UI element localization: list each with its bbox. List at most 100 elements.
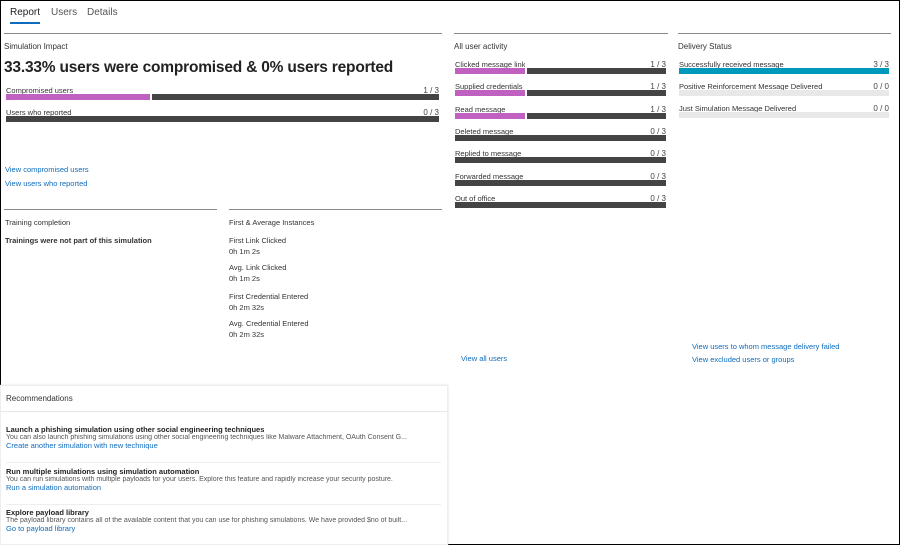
progress-bar — [6, 116, 439, 122]
progress-label: Positive Reinforcement Message Delivered — [679, 82, 823, 91]
progress-count: 0 / 0 — [870, 104, 889, 113]
divider — [4, 209, 217, 210]
progress-label: Clicked message link — [455, 60, 526, 69]
instance-label: First Credential Entered — [229, 292, 309, 301]
bar-filled-segment — [455, 112, 526, 119]
bar-filled-segment — [6, 94, 151, 100]
recommendations-title: Recommendations — [6, 394, 73, 403]
progress-label: Successfully received message — [679, 60, 784, 69]
progress-row: Positive Reinforcement Message Delivered… — [679, 82, 889, 100]
progress-bar — [679, 90, 889, 96]
bar-filled-segment — [679, 68, 889, 74]
progress-label: Read message — [455, 104, 506, 114]
instance-label: Avg. Credential Entered — [229, 319, 309, 328]
view-excluded-users-link[interactable]: View excluded users or groups — [692, 355, 795, 364]
instance-label: Avg. Link Clicked — [229, 263, 287, 272]
instance-value: 0h 2m 32s — [229, 330, 265, 339]
bar-remaining-segment — [455, 179, 666, 186]
progress-bar — [455, 201, 666, 208]
recommendation-description: The payload library contains all of the … — [6, 517, 408, 524]
recommendation-title: Launch a phishing simulation using other… — [6, 425, 265, 434]
instance-value: 0h 1m 2s — [229, 274, 260, 283]
progress-bar — [455, 90, 666, 97]
recommendation-link[interactable]: Run a simulation automation — [6, 482, 102, 492]
progress-count: 0 / 3 — [647, 149, 666, 159]
progress-count: 0 / 0 — [870, 82, 889, 91]
divider — [454, 33, 668, 34]
tab-details[interactable]: Details — [87, 7, 118, 18]
progress-bar — [455, 179, 666, 186]
progress-label: Supplied credentials — [455, 82, 523, 92]
progress-bar — [455, 134, 666, 141]
progress-count: 1 / 3 — [647, 82, 666, 92]
progress-count: 0 / 3 — [647, 126, 666, 136]
progress-count: 0 / 3 — [647, 193, 666, 203]
progress-label: Deleted message — [455, 126, 514, 136]
divider — [229, 209, 442, 210]
progress-count: 1 / 3 — [647, 104, 666, 114]
progress-label: Users who reported — [6, 108, 72, 117]
progress-row: Just Simulation Message Delivered 0 / 0 — [679, 104, 889, 122]
progress-row: Forwarded message 0 / 3 — [455, 171, 666, 190]
recommendation-item: Explore payload library The payload libra… — [6, 508, 441, 533]
progress-count: 1 / 3 — [420, 86, 439, 95]
bar-filled-segment — [455, 68, 526, 74]
recommendation-item: Launch a phishing simulation using other… — [6, 425, 441, 450]
progress-label: Out of office — [455, 193, 496, 203]
progress-row: Users who reported 0 / 3 — [6, 108, 439, 126]
divider — [678, 33, 891, 34]
divider — [1, 411, 447, 412]
tab-report[interactable]: Report — [10, 7, 41, 24]
progress-bar — [679, 68, 889, 74]
recommendation-item: Run multiple simulations using simulatio… — [6, 467, 441, 492]
bar-remaining-segment — [152, 94, 439, 100]
progress-row: Out of office 0 / 3 — [455, 193, 666, 212]
recommendation-title: Run multiple simulations using simulatio… — [6, 466, 200, 476]
progress-row: Read message 1 / 3 — [455, 104, 666, 123]
view-compromised-users-link[interactable]: View compromised users — [5, 165, 89, 174]
progress-count: 1 / 3 — [647, 60, 666, 69]
view-users-who-reported-link[interactable]: View users who reported — [5, 179, 88, 188]
progress-bar — [679, 112, 889, 118]
bar-remaining-segment — [527, 68, 666, 74]
bar-remaining-segment — [527, 90, 666, 97]
bar-remaining-segment — [6, 116, 439, 122]
progress-row: Deleted message 0 / 3 — [455, 126, 666, 145]
progress-label: Compromised users — [6, 86, 74, 95]
delivery-status-title: Delivery Status — [678, 42, 732, 51]
training-completion-title: Training completion — [5, 218, 71, 227]
recommendation-title: Explore payload library — [6, 508, 89, 517]
divider — [6, 462, 441, 463]
progress-bar — [455, 68, 666, 74]
instances-title: First & Average Instances — [229, 218, 315, 227]
progress-row: Replied to message 0 / 3 — [455, 149, 666, 167]
progress-row: Successfully received message 3 / 3 — [679, 60, 889, 78]
instance-label: First Link Clicked — [229, 236, 287, 245]
training-status-text: Trainings were not part of this simulati… — [5, 236, 152, 245]
bar-empty-segment — [679, 112, 889, 118]
progress-count: 3 / 3 — [870, 60, 889, 69]
tab-users[interactable]: Users — [51, 7, 78, 18]
recommendation-description: You can also launch phishing simulations… — [6, 434, 407, 441]
impact-headline: 33.33% users were compromised & 0% users… — [4, 59, 394, 76]
user-activity-title: All user activity — [454, 42, 508, 51]
recommendation-link[interactable]: Create another simulation with new techn… — [6, 441, 158, 450]
view-delivery-failed-link[interactable]: View users to whom message delivery fail… — [692, 342, 840, 351]
simulation-impact-title: Simulation Impact — [4, 42, 68, 51]
view-all-users-link[interactable]: View all users — [461, 354, 508, 363]
progress-label: Just Simulation Message Delivered — [679, 104, 797, 113]
instance-value: 0h 2m 32s — [229, 303, 265, 312]
bar-remaining-segment — [527, 112, 666, 119]
recommendation-description: You can run simulations with multiple pa… — [6, 475, 393, 483]
divider — [6, 503, 441, 505]
progress-bar — [6, 94, 439, 100]
progress-count: 0 / 3 — [420, 108, 439, 117]
recommendation-link[interactable]: Go to payload library — [6, 524, 76, 533]
recommendations-panel: Recommendations Launch a phishing simula… — [0, 385, 448, 545]
instance-value: 0h 1m 2s — [229, 247, 260, 256]
progress-label: Forwarded message — [455, 171, 524, 181]
bar-remaining-segment — [455, 201, 666, 208]
bar-filled-segment — [455, 90, 526, 97]
progress-row: Supplied credentials 1 / 3 — [455, 82, 666, 100]
progress-count: 0 / 3 — [647, 171, 666, 181]
